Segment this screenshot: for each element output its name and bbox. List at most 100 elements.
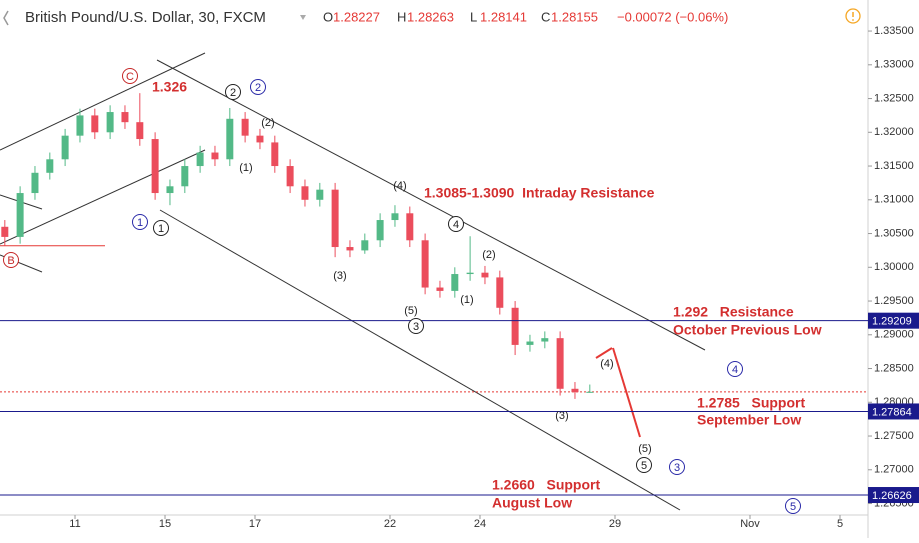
candle-body [376, 220, 384, 241]
price-badge-label: 1.29209 [872, 316, 912, 328]
wave-label: (3) [333, 270, 346, 282]
projection-line [612, 347, 641, 438]
ohlc-value: 1.28141 [480, 9, 527, 24]
candle-body [451, 274, 459, 291]
wave-circle [153, 220, 169, 236]
ohlc-value: 1.28263 [407, 9, 454, 24]
wave-label: (3) [555, 410, 568, 422]
y-tick-label: 1.33500 [874, 25, 914, 37]
candle-body [271, 142, 279, 167]
x-tick-label: 5 [837, 518, 843, 530]
candle-body [226, 118, 234, 160]
y-tick-label: 1.27000 [874, 464, 914, 476]
annotation: 1.2785 Support [697, 395, 805, 411]
trend-line [0, 52, 206, 151]
candle-body [331, 189, 339, 248]
wave-label: 5 [641, 460, 647, 472]
price-badge [868, 403, 919, 420]
trend-line [0, 149, 206, 245]
candle-body [16, 193, 24, 237]
price-badge-label: 1.26626 [872, 490, 912, 502]
wave-circle [727, 361, 743, 377]
candle-body [541, 338, 549, 342]
candle-body [511, 307, 519, 345]
dropdown-icon[interactable] [300, 15, 306, 20]
wave-circle [669, 459, 685, 475]
candle-body [256, 135, 264, 143]
y-tick-label: 1.29000 [874, 329, 914, 341]
candle-body [391, 213, 399, 221]
candle-body [151, 139, 159, 194]
x-tick-label: 29 [609, 518, 621, 530]
candle-body [481, 272, 489, 278]
candle-body [571, 388, 579, 393]
candle-body [121, 112, 129, 123]
candle-body [106, 112, 114, 133]
candle-body [181, 166, 189, 187]
candle-body [421, 240, 429, 288]
wave-label: (4) [393, 180, 406, 192]
y-tick-label: 1.29500 [874, 295, 914, 307]
candle-body [286, 166, 294, 187]
back-icon[interactable] [3, 10, 9, 26]
wave-label: 1 [158, 223, 164, 235]
candle-body [406, 213, 414, 241]
alert-icon[interactable] [845, 8, 861, 24]
y-tick-label: 1.30500 [874, 227, 914, 239]
price-badge [868, 312, 919, 329]
annotation: August Low [492, 495, 572, 511]
annotation: 1.3085-1.3090 Intraday Resistance [424, 185, 655, 201]
candle-body [1, 226, 9, 237]
wave-circle [132, 214, 148, 230]
wave-circle [250, 79, 266, 95]
wave-label: C [126, 71, 134, 83]
y-tick-label: 1.33000 [874, 59, 914, 71]
candle-body [316, 189, 324, 200]
projection-arrow [595, 347, 641, 438]
candle-body [196, 152, 204, 167]
candle-body [466, 272, 474, 275]
wave-label: 4 [453, 219, 459, 231]
wave-circle [785, 498, 801, 514]
wave-label: 1 [137, 217, 143, 229]
y-tick-label: 1.27500 [874, 430, 914, 442]
wave-label: 4 [732, 364, 738, 376]
candle-body [586, 391, 594, 393]
ohlc-value: 1.28155 [551, 9, 598, 24]
annotation: 1.292 Resistance [673, 304, 794, 320]
wave-label: (5) [638, 443, 651, 455]
wave-label: 3 [674, 462, 680, 474]
candle-body [76, 115, 84, 136]
wave-label: (2) [261, 117, 274, 129]
x-tick-label: 11 [69, 518, 80, 530]
wave-label: (1) [460, 294, 473, 306]
wave-label: 3 [413, 321, 419, 333]
candle-body [361, 240, 369, 251]
wave-circle [408, 318, 424, 334]
x-tick-label: Nov [740, 518, 760, 530]
candle-body [346, 247, 354, 251]
alert-icon-dot [852, 19, 854, 21]
candle-body [241, 118, 249, 136]
annotation: 1.326 [152, 79, 187, 95]
ohlc-label: L [470, 9, 477, 24]
price-badge-label: 1.27864 [872, 406, 912, 418]
annotation: September Low [697, 412, 801, 428]
channel-lines [0, 52, 706, 511]
wave-circle [636, 457, 652, 473]
y-tick-label: 1.32000 [874, 126, 914, 138]
candle-body [526, 341, 534, 345]
y-tick-label: 1.30000 [874, 261, 914, 273]
wave-label: (5) [404, 305, 417, 317]
ohlc-value: 1.28227 [333, 9, 380, 24]
wave-label: (1) [239, 162, 252, 174]
candle-body [31, 172, 39, 194]
price-change: −0.00072 (−0.06%) [617, 9, 728, 24]
wave-label: B [7, 255, 14, 267]
x-tick-label: 17 [249, 518, 261, 530]
wave-label: (2) [482, 249, 495, 261]
trend-line [159, 209, 681, 511]
projection-line [595, 347, 613, 359]
wave-circle [122, 68, 138, 84]
annotation: 1.2660 Support [492, 477, 600, 493]
